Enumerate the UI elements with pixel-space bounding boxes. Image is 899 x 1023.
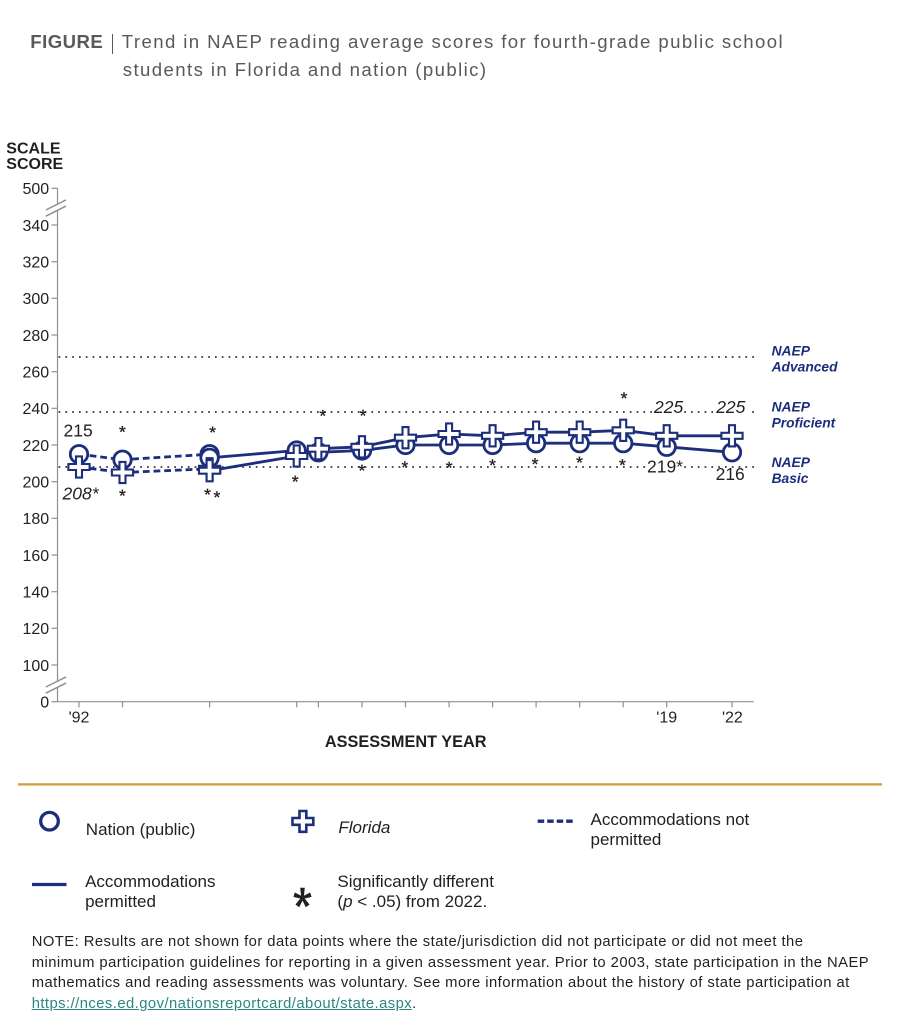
svg-text:0: 0: [40, 695, 49, 712]
svg-text:120: 120: [22, 621, 49, 638]
svg-text:208*: 208*: [62, 484, 100, 504]
svg-text:220: 220: [22, 438, 49, 455]
svg-text:200: 200: [22, 475, 49, 492]
svg-text:216: 216: [716, 464, 745, 484]
svg-text:NAEP: NAEP: [772, 344, 811, 359]
svg-text:140: 140: [22, 585, 49, 602]
svg-text:215: 215: [64, 421, 93, 441]
svg-text:NAEP: NAEP: [772, 455, 811, 470]
svg-text:100: 100: [22, 658, 49, 675]
svg-text:SCORE: SCORE: [6, 156, 63, 173]
svg-text:225: 225: [653, 397, 683, 417]
svg-text:320: 320: [22, 255, 49, 272]
svg-text:SCALE: SCALE: [6, 140, 61, 157]
svg-text:340: 340: [22, 218, 49, 235]
svg-text:300: 300: [22, 291, 49, 308]
svg-text:500: 500: [22, 181, 49, 198]
svg-text:'19: '19: [656, 709, 677, 726]
svg-text:219*: 219*: [647, 457, 683, 477]
svg-text:260: 260: [22, 365, 49, 382]
svg-text:225: 225: [715, 397, 745, 417]
svg-text:'92: '92: [69, 709, 90, 726]
svg-text:Proficient: Proficient: [772, 415, 837, 430]
svg-text:280: 280: [22, 328, 49, 345]
svg-text:'22: '22: [722, 709, 743, 726]
svg-text:Basic: Basic: [772, 471, 809, 486]
svg-text:160: 160: [22, 548, 49, 565]
svg-text:Advanced: Advanced: [771, 360, 839, 375]
svg-text:180: 180: [22, 511, 49, 528]
svg-text:ASSESSMENT YEAR: ASSESSMENT YEAR: [325, 733, 487, 751]
svg-text:240: 240: [22, 401, 49, 418]
svg-text:NAEP: NAEP: [772, 399, 811, 414]
